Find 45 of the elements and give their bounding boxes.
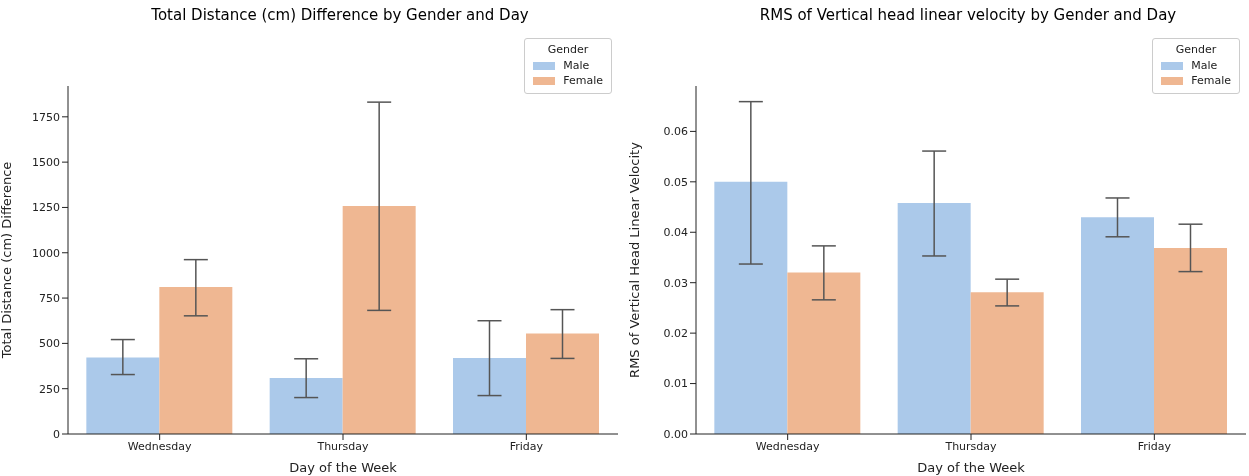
y-axis-title: RMS of Vertical Head Linear Velocity [626,141,642,378]
bar [86,357,160,434]
legend-label: Female [1191,74,1231,87]
y-tick-label: 0.01 [663,377,688,391]
legend-label: Female [563,74,603,87]
y-tick-label: 0.02 [663,327,688,341]
x-tick-label: Thursday [316,439,370,453]
bar [1081,217,1154,434]
x-tick-label: Wednesday [127,439,192,453]
bar [714,181,788,434]
y-tick-label: 0.00 [663,427,688,441]
x-tick-label: Thursday [944,439,998,453]
bar [787,272,861,434]
bar [269,377,343,434]
bar [1154,247,1227,434]
x-axis-title: Day of the Week [289,460,398,475]
bar [342,205,416,434]
y-tick-label: 250 [39,382,60,396]
y-tick-label: 750 [39,291,60,305]
x-tick-label: Friday [1137,439,1172,453]
y-axis-title: Total Distance (cm) Difference [0,161,14,360]
x-tick-label: Friday [509,439,544,453]
y-tick-label: 0.05 [663,175,688,189]
chart-title: Total Distance (cm) Difference by Gender and Day [150,6,530,24]
y-tick-label: 1500 [32,156,60,170]
chart-title: RMS of Vertical head linear velocity by Gender and Day [758,6,1178,24]
y-tick-label: 0.04 [663,226,688,240]
y-tick-label: 1000 [32,246,60,260]
y-tick-label: 0 [53,427,60,441]
bar [970,292,1044,434]
legend-label: Male [563,59,590,72]
y-tick-label: 1250 [32,201,60,215]
bar [453,358,526,434]
y-tick-label: 0.06 [663,125,688,139]
y-tick-label: 500 [39,337,60,351]
bar [159,287,233,434]
y-tick-label: 0.03 [663,276,688,290]
x-tick-label: Wednesday [755,439,820,453]
legend-title: Gender [1174,43,1218,56]
legend-label: Male [1191,59,1218,72]
x-axis-title: Day of the Week [917,460,1026,475]
legend-title: Gender [546,43,590,56]
bar [897,203,971,434]
bar [526,333,599,434]
y-tick-label: 1750 [32,110,60,124]
